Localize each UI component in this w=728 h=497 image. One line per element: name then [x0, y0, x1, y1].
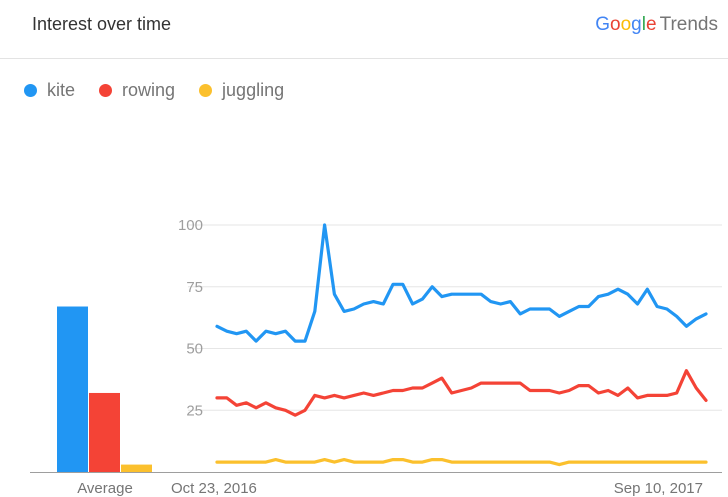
legend-item-juggling[interactable]: juggling — [199, 80, 284, 101]
google-letter: l — [641, 14, 646, 35]
google-wordmark: Google — [595, 14, 656, 35]
chart-legend: kite rowing juggling — [24, 80, 308, 101]
y-tick-label: 75 — [186, 279, 203, 296]
legend-dot-icon — [99, 84, 113, 97]
series-line-juggling — [215, 458, 708, 467]
legend-label: rowing — [122, 80, 176, 100]
series-line-rowing — [215, 369, 708, 417]
chart-title: Interest over time — [32, 14, 172, 34]
legend-item-kite[interactable]: kite — [24, 80, 75, 101]
y-tick-label: 100 — [178, 217, 203, 234]
chart-header: Interest over time Google Trends — [0, 0, 728, 59]
average-bar-kite — [57, 306, 88, 472]
google-letter: o — [610, 14, 621, 35]
trends-wordmark: Trends — [659, 14, 718, 35]
series-line-kite — [215, 223, 708, 343]
google-letter: g — [631, 14, 642, 35]
google-letter: o — [620, 14, 632, 35]
google-letter: G — [595, 14, 611, 35]
google-letter: e — [645, 14, 657, 35]
x-end-label: Sep 10, 2017 — [614, 480, 703, 497]
y-tick-label: 50 — [186, 341, 203, 358]
legend-label: juggling — [222, 80, 285, 100]
legend-dot-icon — [24, 84, 37, 97]
average-bar-rowing — [89, 392, 120, 472]
google-trends-logo[interactable]: Google Trends — [595, 14, 718, 36]
legend-dot-icon — [199, 84, 213, 97]
y-tick-label: 25 — [186, 402, 203, 419]
average-bar-juggling — [121, 464, 152, 472]
average-label: Average — [77, 480, 133, 497]
legend-label: kite — [47, 80, 76, 100]
legend-item-rowing[interactable]: rowing — [99, 80, 175, 101]
x-start-label: Oct 23, 2016 — [171, 480, 257, 497]
